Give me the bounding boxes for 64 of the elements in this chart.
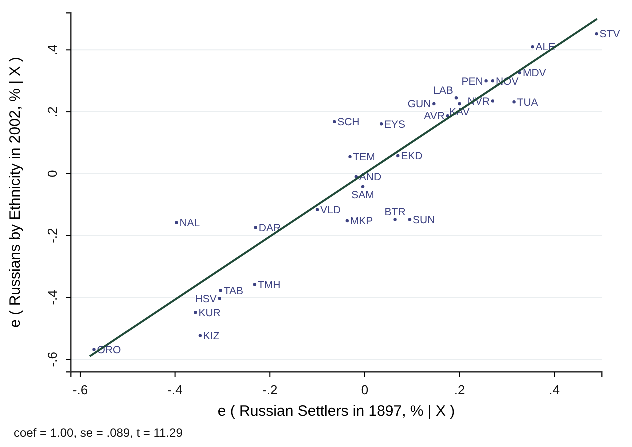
point: [333, 120, 336, 124]
data-label: LAB: [434, 84, 454, 97]
data-label: SAM: [352, 190, 374, 202]
data-label: EYS: [384, 118, 406, 131]
point: [531, 45, 534, 49]
y-tick-label: .2: [45, 106, 60, 118]
point: [491, 100, 495, 103]
y-tick-label: -.4: [45, 290, 60, 306]
point: [484, 79, 488, 83]
data-label: STV: [600, 28, 620, 41]
x-tick-label: .4: [549, 382, 560, 398]
data-label: KUR: [198, 307, 222, 320]
x-tick-label: -.2: [262, 382, 278, 398]
point: [394, 218, 397, 222]
point: [595, 32, 598, 36]
point: [454, 96, 458, 100]
point: [316, 208, 320, 212]
data-label: TUA: [517, 96, 538, 109]
data-label: AVR: [424, 110, 446, 123]
y-axis-title: e ( Russians by Ethnicity in 2002, % | X ): [7, 57, 24, 328]
point: [218, 297, 222, 300]
data-label: MDV: [522, 68, 546, 80]
point: [254, 226, 258, 230]
data-label: KIZ: [203, 330, 220, 342]
x-tick-label: -.4: [168, 382, 183, 398]
point: [92, 348, 96, 352]
point: [458, 102, 462, 106]
data-label: SCH: [338, 116, 360, 129]
point: [346, 219, 349, 223]
data-label: TEM: [353, 152, 376, 164]
data-label: MKP: [350, 216, 374, 228]
point: [512, 100, 516, 104]
x-tick-label: .2: [454, 382, 466, 398]
point: [198, 334, 202, 338]
data-label: PEN: [462, 76, 484, 88]
data-label: HSV: [195, 293, 217, 306]
point: [432, 102, 436, 106]
data-label: TAB: [224, 285, 244, 298]
y-tick-label: .4: [45, 44, 60, 56]
data-label: EKD: [401, 150, 424, 163]
point: [380, 122, 384, 126]
x-axis-title: e ( Russian Settlers in 1897, % | X ): [218, 403, 456, 420]
data-label: NAL: [180, 218, 200, 230]
text: coef = 1.00, se = .089, t = 11.29: [14, 426, 184, 440]
point: [219, 289, 222, 292]
point: [396, 154, 400, 158]
point: [408, 218, 412, 222]
y-tick-label: -.2: [45, 228, 60, 244]
y-tick-label: -.6: [45, 352, 60, 368]
x-tick-label: 0: [361, 382, 369, 398]
point: [194, 310, 198, 314]
data-label: SUN: [412, 214, 436, 226]
data-label: GUN: [408, 98, 432, 111]
data-label: VLD: [320, 204, 342, 217]
data-label: BTR: [384, 206, 406, 218]
data-label: DAR: [258, 222, 282, 234]
point: [175, 221, 178, 224]
point: [253, 283, 257, 286]
point: [361, 185, 365, 189]
y-tick-label: 0: [45, 170, 60, 178]
point: [348, 155, 352, 158]
point: [491, 79, 495, 83]
data-label: TMH: [258, 279, 281, 292]
x-tick-label: -.6: [72, 382, 88, 398]
